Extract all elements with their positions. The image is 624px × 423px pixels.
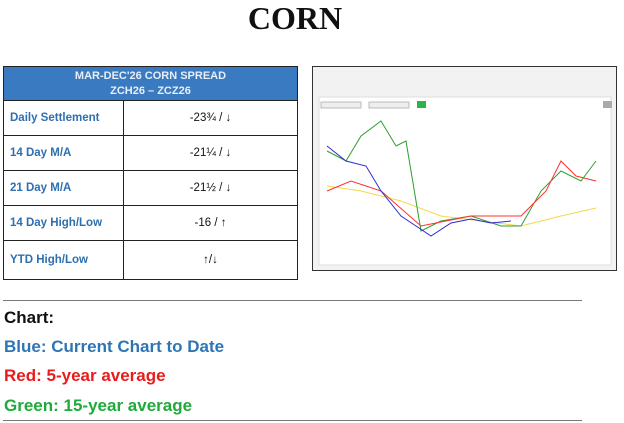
page-title: CORN — [247, 0, 343, 36]
red-line — [326, 160, 597, 227]
table-header: MAR-DEC'26 CORN SPREAD ZCH26 – ZCZ26 — [3, 66, 298, 101]
toolbar-button — [603, 101, 612, 108]
legend-item: Green: 15-year average — [4, 396, 193, 415]
row-value: -21½ / ↓ — [123, 170, 298, 206]
toolbar-box — [368, 101, 410, 109]
row-value: -23¾ / ↓ — [123, 100, 298, 136]
row-label: 21 Day M/A — [3, 170, 124, 206]
legend-item: Red: 5-year average — [4, 366, 166, 385]
green-line — [326, 120, 597, 232]
toolbar-box — [320, 101, 362, 109]
plot-area — [318, 96, 612, 266]
legend-heading: Chart: — [4, 308, 55, 327]
blue-line — [326, 145, 512, 237]
row-label: Daily Settlement — [3, 100, 124, 136]
row-label: 14 Day High/Low — [3, 205, 124, 241]
chart-image — [318, 96, 612, 266]
row-label: YTD High/Low — [3, 240, 124, 280]
legend-item: Blue: Current Chart to Date — [4, 337, 225, 356]
row-value: ↑/↓ — [123, 240, 298, 280]
spread-table: MAR-DEC'26 CORN SPREAD ZCH26 – ZCZ26 Dail… — [3, 66, 298, 280]
row-value: -16 / ↑ — [123, 205, 298, 241]
row-value: -21¼ / ↓ — [123, 135, 298, 171]
header-line: ZCH26 – ZCZ26 — [110, 84, 191, 97]
divider — [3, 300, 582, 301]
toolbar-button — [417, 101, 426, 108]
row-label: 14 Day M/A — [3, 135, 124, 171]
divider — [3, 420, 582, 421]
chart-thumbnail — [312, 66, 617, 271]
header-line: MAR-DEC'26 CORN SPREAD — [74, 69, 227, 82]
